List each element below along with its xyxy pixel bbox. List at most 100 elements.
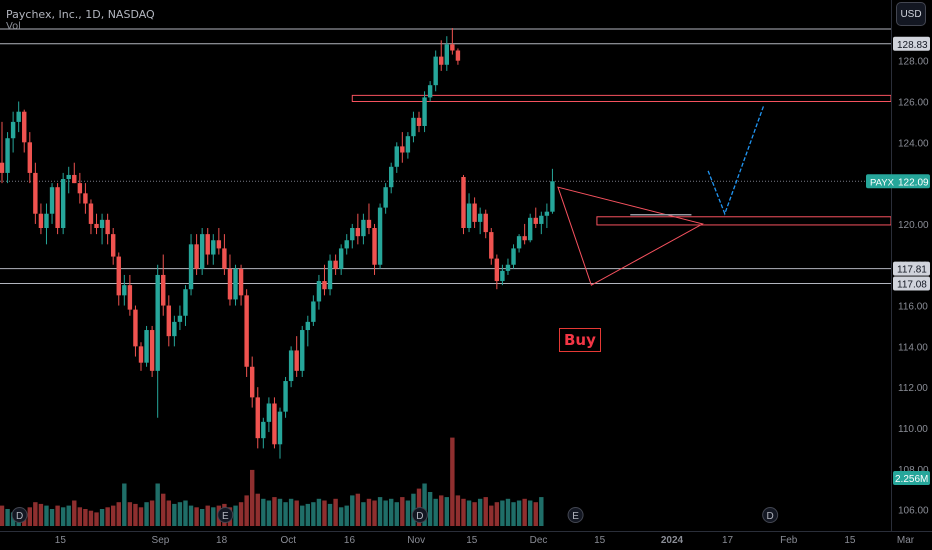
x-tick-label: Oct xyxy=(281,535,297,546)
event-marker: D xyxy=(762,507,779,523)
volume-bar xyxy=(528,500,533,526)
volume-bar xyxy=(283,502,288,526)
volume-bar xyxy=(172,503,177,526)
volume-bar xyxy=(494,502,500,526)
volume-bar xyxy=(466,500,472,526)
candle-body xyxy=(199,234,205,269)
x-tick-label: 15 xyxy=(844,535,856,546)
candle-body xyxy=(27,142,32,173)
y-tick-label: 108.00 xyxy=(898,465,929,476)
candle-body xyxy=(116,256,121,296)
candle-body xyxy=(539,215,544,224)
volume-bar xyxy=(205,505,210,526)
volume-bar xyxy=(127,502,133,526)
candle-body xyxy=(183,289,188,316)
candle-body xyxy=(405,136,411,153)
price-label-text: 128.83 xyxy=(897,40,928,51)
volume-bar xyxy=(177,502,183,526)
volume-bar xyxy=(294,500,299,526)
candle-body xyxy=(222,248,227,269)
volume-bar xyxy=(255,493,260,526)
candle-body xyxy=(288,350,294,382)
event-marker-text: D xyxy=(767,511,774,522)
volume-bar xyxy=(144,502,149,526)
currency-button[interactable]: USD xyxy=(896,2,926,26)
volume-bar xyxy=(450,437,455,526)
candle-body xyxy=(122,285,127,296)
volume-bar xyxy=(372,500,377,526)
volume-bar xyxy=(250,469,255,526)
volume-bar xyxy=(44,505,49,526)
volume-bar xyxy=(155,483,160,526)
event-marker: E xyxy=(567,507,584,523)
candle-body xyxy=(366,219,372,229)
candle-body xyxy=(461,176,466,229)
price-label-box xyxy=(893,36,930,51)
x-tick-label: 15 xyxy=(466,535,478,546)
volume-bar xyxy=(72,500,77,526)
event-marker: D xyxy=(11,507,28,523)
volume-bar xyxy=(188,505,194,526)
candle-body xyxy=(83,193,88,204)
event-marker-circle xyxy=(217,507,234,523)
candle-body xyxy=(255,397,260,439)
last-price-value: 122.09 xyxy=(898,177,929,188)
volume-bar xyxy=(0,505,5,526)
event-marker-circle xyxy=(11,507,28,523)
volume-bar xyxy=(88,510,94,526)
event-marker-text: D xyxy=(16,511,23,522)
candle-body xyxy=(322,281,327,290)
event-marker: D xyxy=(411,507,428,523)
candle-body xyxy=(177,315,183,322)
price-label-box xyxy=(893,261,930,276)
candle-body xyxy=(372,228,377,265)
candle-body xyxy=(427,85,433,98)
candle-body xyxy=(227,268,233,300)
candle-body xyxy=(505,264,511,271)
event-marker-circle xyxy=(762,507,779,523)
volume-bar xyxy=(505,498,511,526)
candle-body xyxy=(166,305,171,337)
volume-bar xyxy=(444,497,449,526)
candle-body xyxy=(377,207,383,265)
candle-body xyxy=(439,56,444,65)
volume-bar xyxy=(55,505,60,526)
volume-bar xyxy=(183,500,188,526)
candle-body xyxy=(155,274,160,371)
x-tick-label: Feb xyxy=(780,535,798,546)
volume-bar xyxy=(433,498,438,526)
candle-body xyxy=(0,162,5,173)
y-tick-label: 114.00 xyxy=(898,342,928,353)
candle-body xyxy=(144,330,149,363)
volume-bar xyxy=(233,505,238,526)
volume-bar xyxy=(533,502,538,526)
candle-body xyxy=(344,240,349,249)
candle-body xyxy=(444,44,449,65)
volume-bar xyxy=(483,497,488,526)
volume-bar xyxy=(166,500,171,526)
x-tick-label: 17 xyxy=(722,535,734,546)
candle-body xyxy=(272,403,277,445)
y-tick-label: 116.00 xyxy=(898,302,928,313)
volume-bar xyxy=(238,502,244,526)
volume-bar xyxy=(405,500,411,526)
volume-bar xyxy=(305,503,310,526)
candle-body xyxy=(294,350,299,371)
x-tick-label: Mar xyxy=(897,535,915,546)
volume-bar xyxy=(500,500,505,526)
candle-body xyxy=(422,97,427,126)
volume-bar xyxy=(338,507,344,526)
candle-body xyxy=(149,330,155,371)
volume-bar xyxy=(516,500,522,526)
volume-bar xyxy=(33,502,38,526)
event-marker-circle xyxy=(567,507,584,523)
volume-bar xyxy=(511,502,516,526)
candle-body xyxy=(133,309,138,347)
volume-bar xyxy=(261,498,266,526)
volume-bar xyxy=(94,512,99,526)
volume-bar xyxy=(389,498,394,526)
candle-body xyxy=(300,330,305,371)
candle-body xyxy=(316,281,322,302)
candle-body xyxy=(411,117,416,137)
